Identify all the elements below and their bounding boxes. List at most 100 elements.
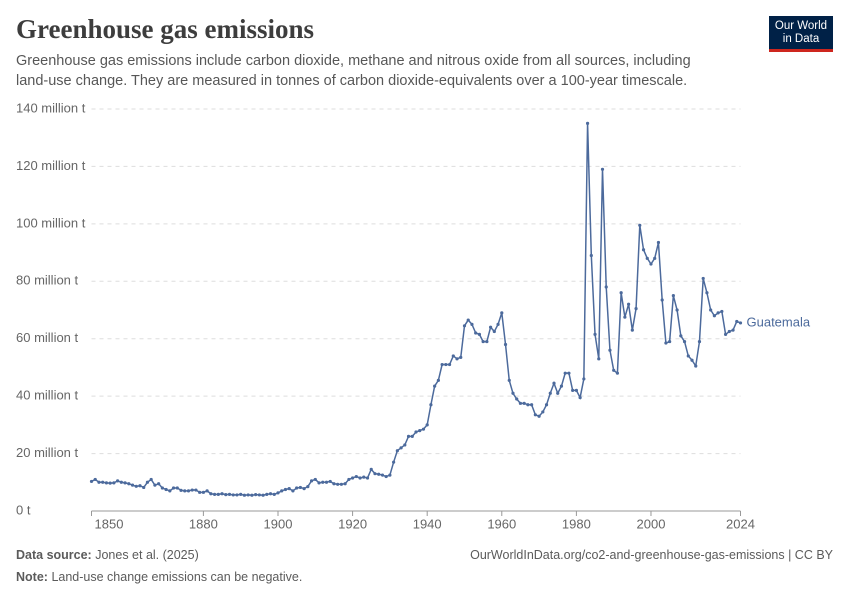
data-point (104, 481, 109, 485)
data-point (518, 401, 523, 405)
data-point (690, 358, 694, 362)
data-point (530, 403, 534, 407)
data-point (481, 339, 485, 344)
data-point (298, 485, 302, 490)
data-point (328, 479, 332, 484)
data-point (358, 476, 362, 480)
data-point (395, 449, 399, 453)
data-point (653, 256, 657, 260)
data-point (198, 490, 202, 494)
data-point (664, 341, 668, 345)
data-point (224, 493, 228, 497)
data-point (574, 388, 578, 392)
data-point (645, 256, 649, 260)
data-point (552, 381, 556, 385)
data-point (164, 487, 168, 492)
series-label: Guatemala (747, 314, 811, 329)
x-tick-label: 1960 (487, 516, 516, 531)
x-tick-label: 2000 (637, 516, 666, 531)
data-point (97, 480, 101, 484)
data-point (447, 362, 452, 367)
source-text: Jones et al. (2025) (95, 548, 199, 562)
data-point (615, 371, 620, 375)
data-point (668, 339, 672, 344)
data-point (522, 401, 526, 405)
data-point (235, 493, 239, 497)
data-point (216, 492, 220, 496)
x-tick-label: 1980 (562, 516, 591, 531)
data-point (138, 484, 142, 488)
data-point (533, 413, 537, 417)
data-point (712, 314, 716, 318)
source: Data source: Jones et al. (2025) (16, 548, 199, 562)
data-point (589, 253, 593, 258)
data-point (410, 434, 414, 438)
data-point (548, 391, 552, 395)
data-point (377, 472, 381, 476)
data-point (209, 492, 213, 496)
y-tick-label: 120 million t (16, 158, 86, 173)
data-point (488, 325, 493, 329)
data-point (321, 480, 325, 484)
data-point (593, 332, 597, 337)
data-point (477, 332, 482, 337)
data-point (205, 489, 209, 493)
data-point (515, 397, 519, 401)
data-point (350, 476, 355, 480)
data-point (384, 474, 388, 479)
data-point (578, 395, 582, 400)
source-url[interactable]: OurWorldInData.org/co2-and-greenhouse-ga… (470, 548, 833, 562)
data-point (612, 368, 616, 372)
data-point (317, 481, 321, 485)
data-point (507, 378, 511, 382)
data-point (324, 480, 329, 484)
data-point (231, 493, 235, 497)
data-point (380, 473, 385, 477)
data-point (563, 371, 567, 375)
data-point (686, 354, 690, 358)
data-point (440, 362, 444, 367)
data-point (212, 492, 217, 496)
data-point (149, 477, 153, 482)
data-point (470, 322, 474, 326)
data-point (720, 309, 724, 314)
y-tick-label: 60 million t (16, 330, 79, 345)
data-point (183, 489, 187, 493)
data-point (656, 240, 661, 245)
data-point (194, 488, 198, 492)
x-tick-label: 2024 (726, 516, 755, 531)
data-point (705, 291, 709, 295)
data-point (660, 298, 664, 302)
source-label: Data source: (16, 548, 92, 562)
data-point (500, 311, 504, 315)
data-point (101, 480, 105, 484)
data-point (261, 493, 265, 497)
x-tick-label: 1940 (413, 516, 442, 531)
data-point (627, 302, 631, 306)
data-point (392, 460, 396, 464)
data-point (418, 429, 422, 433)
data-point (309, 479, 314, 483)
logo[interactable]: Our World in Data (769, 16, 833, 52)
data-point (343, 482, 347, 486)
data-point (414, 430, 418, 434)
data-point (201, 490, 205, 494)
data-point (134, 484, 138, 488)
data-point (399, 446, 403, 450)
data-point (634, 306, 638, 311)
data-point (608, 348, 612, 352)
data-point (295, 486, 299, 490)
data-point (723, 332, 728, 337)
data-point (541, 410, 545, 414)
data-point (623, 315, 627, 319)
subtitle: Greenhouse gas emissions include carbon … (16, 53, 691, 89)
data-point (421, 427, 426, 431)
data-point (679, 334, 683, 338)
data-point (671, 294, 675, 298)
data-point (246, 493, 250, 497)
data-point (179, 488, 183, 492)
data-point (362, 475, 366, 479)
data-point (585, 121, 590, 125)
